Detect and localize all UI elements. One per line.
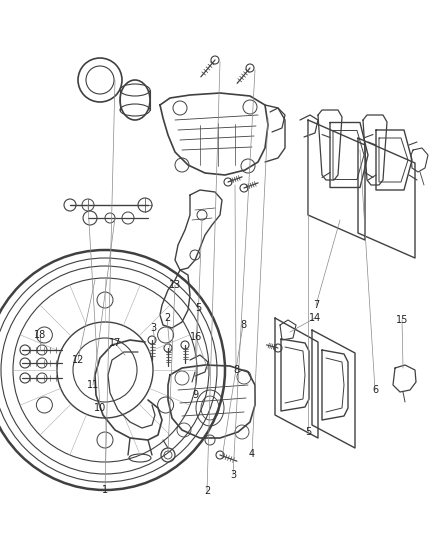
Text: 5: 5 [305, 427, 311, 437]
Text: 4: 4 [249, 449, 255, 459]
Text: 11: 11 [87, 380, 99, 390]
Text: 12: 12 [72, 355, 84, 365]
Text: 13: 13 [169, 280, 181, 290]
Text: 7: 7 [313, 300, 319, 310]
Text: 14: 14 [309, 313, 321, 323]
Text: 10: 10 [94, 403, 106, 413]
Text: 2: 2 [164, 313, 170, 323]
Text: 16: 16 [190, 332, 202, 342]
Text: 3: 3 [150, 323, 156, 333]
Text: 6: 6 [372, 385, 378, 395]
Text: 8: 8 [233, 365, 239, 375]
Text: 9: 9 [192, 390, 198, 400]
Text: 8: 8 [240, 320, 246, 330]
Text: 17: 17 [109, 338, 121, 348]
Text: 3: 3 [230, 470, 236, 480]
Text: 1: 1 [102, 485, 108, 495]
Text: 5: 5 [195, 303, 201, 313]
Text: 15: 15 [396, 315, 408, 325]
Text: 18: 18 [34, 330, 46, 340]
Text: 2: 2 [204, 486, 210, 496]
